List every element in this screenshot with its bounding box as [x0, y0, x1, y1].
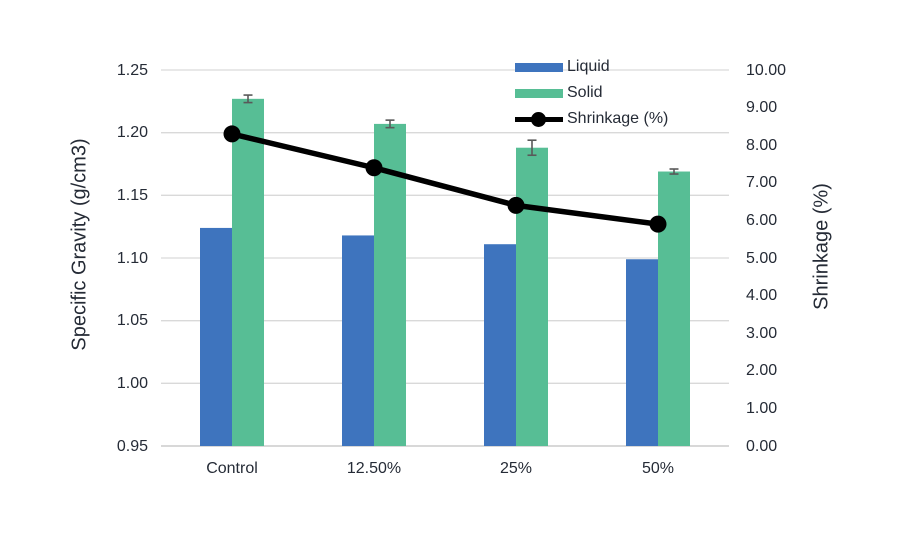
bar-liquid [626, 259, 658, 446]
error-bar [243, 94, 253, 104]
right-axis-tick: 1.00 [746, 399, 778, 417]
bar-solid [658, 171, 690, 446]
shrinkage-marker [649, 215, 667, 233]
error-bar [669, 168, 679, 175]
shrinkage-marker [223, 125, 241, 143]
left-axis-tick: 1.20 [116, 124, 148, 142]
right-axis-tick: 0.00 [746, 437, 778, 455]
left-axis-tick: 1.10 [116, 249, 148, 267]
right-axis-tick: 3.00 [746, 324, 778, 342]
bar-liquid [200, 227, 232, 446]
right-axis-tick: 5.00 [746, 249, 778, 267]
error-bar [527, 139, 537, 157]
left-axis-tick: 1.15 [116, 186, 148, 204]
right-axis-tick: 7.00 [746, 174, 778, 192]
right-axis-tick: 2.00 [746, 362, 778, 380]
bar-solid [232, 98, 264, 447]
bar-liquid [342, 235, 374, 446]
solid-swatch-icon [515, 88, 563, 98]
left-axis-tick: 1.05 [116, 312, 148, 330]
shrinkage-line-swatch-icon [515, 111, 563, 127]
liquid-swatch-icon [515, 62, 563, 72]
left-axis-tick: 1.00 [116, 374, 148, 392]
bar-liquid [484, 244, 516, 446]
error-bar [385, 119, 395, 129]
category-label: Control [206, 460, 258, 477]
legend-label-liquid: Liquid [567, 58, 610, 75]
left-axis-tick: 1.25 [116, 61, 148, 79]
shrinkage-marker [365, 159, 383, 177]
legend-label-shrinkage: Shrinkage (%) [567, 110, 669, 127]
legend: Liquid Solid Shrinkage (%) [515, 54, 668, 132]
shrinkage-marker [507, 196, 525, 214]
category-label: 25% [499, 460, 533, 477]
legend-item-solid: Solid [515, 80, 668, 106]
right-axis-tick: 9.00 [746, 99, 778, 117]
category-label: 12.50% [346, 460, 402, 477]
legend-item-shrinkage: Shrinkage (%) [515, 106, 668, 132]
bar-solid [516, 147, 548, 446]
legend-item-liquid: Liquid [515, 54, 668, 80]
left-axis-tick: 0.95 [116, 437, 148, 455]
shrinkage-line [229, 131, 661, 227]
right-axis-tick: 6.00 [746, 211, 778, 229]
right-axis-tick: 10.00 [746, 61, 787, 79]
marker-sample [531, 111, 546, 127]
left-axis-title: Specific Gravity (g/cm3) [68, 138, 91, 351]
category-label: 50% [641, 460, 675, 477]
legend-label-solid: Solid [567, 84, 603, 101]
right-axis-tick: 8.00 [746, 136, 778, 154]
right-axis-tick: 4.00 [746, 287, 778, 305]
